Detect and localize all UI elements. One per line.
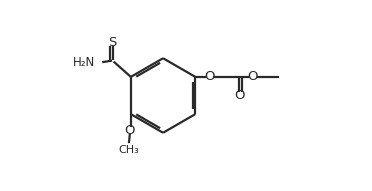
Text: S: S [109,36,117,49]
Text: O: O [204,70,214,83]
Text: O: O [125,124,135,137]
Text: CH₃: CH₃ [119,145,139,155]
Text: O: O [234,88,244,102]
Text: H₂N: H₂N [73,56,96,69]
Text: O: O [248,70,258,83]
